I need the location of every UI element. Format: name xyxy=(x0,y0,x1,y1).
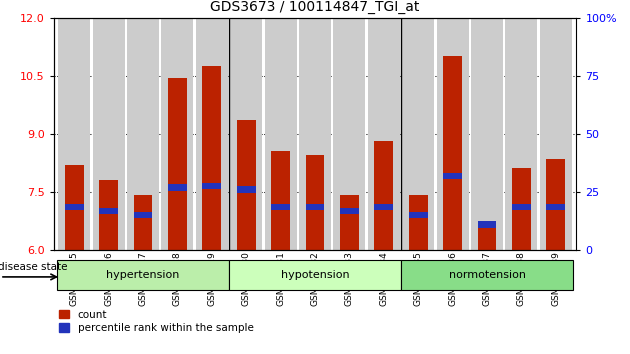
Bar xyxy=(202,183,221,189)
Bar xyxy=(374,204,393,210)
Bar xyxy=(437,18,469,250)
Bar xyxy=(99,180,118,250)
Bar xyxy=(340,195,359,250)
Bar xyxy=(546,159,565,250)
Bar xyxy=(443,173,462,179)
Bar xyxy=(168,78,187,250)
Bar xyxy=(409,195,428,250)
Bar xyxy=(271,204,290,210)
Bar xyxy=(230,18,262,250)
Bar xyxy=(409,212,428,218)
Bar xyxy=(134,212,152,218)
Bar xyxy=(237,120,256,250)
Bar xyxy=(271,151,290,250)
Bar xyxy=(306,204,324,210)
Bar xyxy=(127,18,159,250)
Bar xyxy=(374,141,393,250)
Bar xyxy=(93,18,125,250)
Text: hypertension: hypertension xyxy=(106,269,180,280)
Bar xyxy=(512,204,531,210)
Bar xyxy=(512,169,531,250)
Bar xyxy=(65,204,84,210)
Bar xyxy=(202,66,221,250)
Bar xyxy=(478,228,496,250)
Bar xyxy=(196,18,228,250)
Legend: count, percentile rank within the sample: count, percentile rank within the sample xyxy=(59,310,253,333)
Bar xyxy=(471,18,503,250)
Bar xyxy=(65,165,84,250)
Text: normotension: normotension xyxy=(449,269,525,280)
Bar xyxy=(306,155,324,250)
Bar xyxy=(237,187,256,193)
Bar xyxy=(168,184,187,191)
Bar xyxy=(478,221,496,228)
FancyBboxPatch shape xyxy=(401,260,573,290)
Bar xyxy=(299,18,331,250)
Bar xyxy=(540,18,572,250)
Text: hypotension: hypotension xyxy=(281,269,349,280)
Bar xyxy=(402,18,434,250)
Bar xyxy=(546,204,565,210)
Text: disease state: disease state xyxy=(0,262,67,272)
Bar xyxy=(505,18,537,250)
Bar xyxy=(333,18,365,250)
Bar xyxy=(58,18,90,250)
Bar xyxy=(340,208,359,214)
FancyBboxPatch shape xyxy=(57,260,229,290)
Bar xyxy=(443,56,462,250)
Bar xyxy=(99,208,118,214)
Bar xyxy=(265,18,297,250)
Title: GDS3673 / 100114847_TGI_at: GDS3673 / 100114847_TGI_at xyxy=(210,0,420,14)
Bar xyxy=(368,18,400,250)
FancyBboxPatch shape xyxy=(229,260,401,290)
Bar xyxy=(134,195,152,250)
Bar xyxy=(161,18,193,250)
